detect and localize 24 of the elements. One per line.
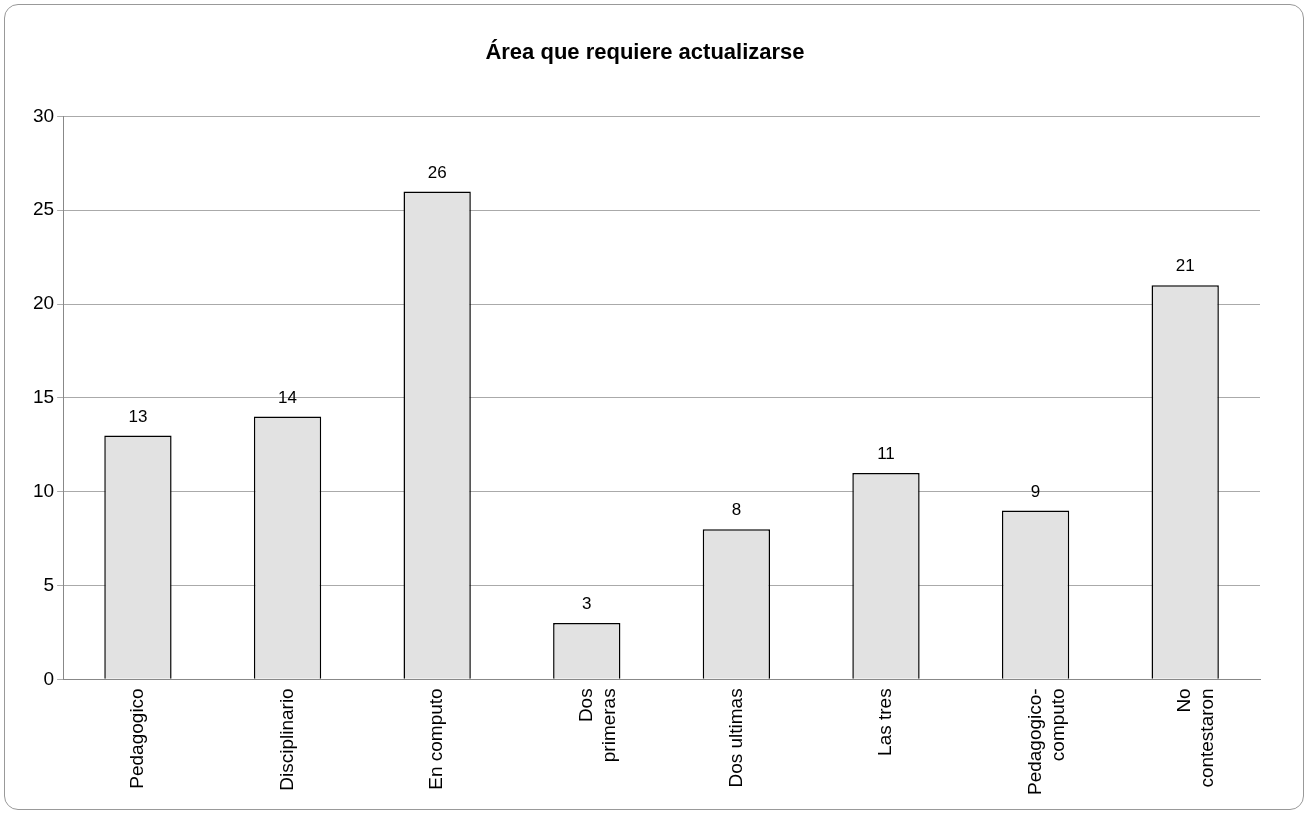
x-tick-label: En computo xyxy=(425,688,447,790)
x-tick-label: Pedagogico xyxy=(126,688,148,789)
data-label: 11 xyxy=(877,444,895,464)
data-label: 26 xyxy=(427,162,447,182)
y-tick-label: 30 xyxy=(32,104,55,126)
y-tick-label: 20 xyxy=(32,292,55,314)
y-tick-label: 15 xyxy=(32,386,55,408)
x-tick-label: Disciplinario xyxy=(275,688,297,791)
y-tick-label: 0 xyxy=(43,667,55,689)
data-label: 8 xyxy=(731,500,742,520)
data-label: 13 xyxy=(128,406,148,426)
data-label: 21 xyxy=(1175,256,1195,276)
x-tick-label: No contestaron xyxy=(1173,688,1218,788)
x-tick-label: Las tres xyxy=(874,688,896,756)
x-tick-label: Dos primeras xyxy=(575,688,619,763)
y-tick-label: 5 xyxy=(43,573,55,595)
x-tick-label: Pedagogico-computo xyxy=(1023,688,1068,796)
data-label: 14 xyxy=(278,387,298,407)
data-label: 3 xyxy=(582,594,592,614)
y-tick-label: 25 xyxy=(32,198,55,220)
x-tick-label: Dos ultimas xyxy=(724,688,746,788)
chart-title: Área que requiere actualizarse xyxy=(485,39,805,65)
y-tick-label: 10 xyxy=(32,479,55,501)
data-label: 9 xyxy=(1030,481,1041,501)
